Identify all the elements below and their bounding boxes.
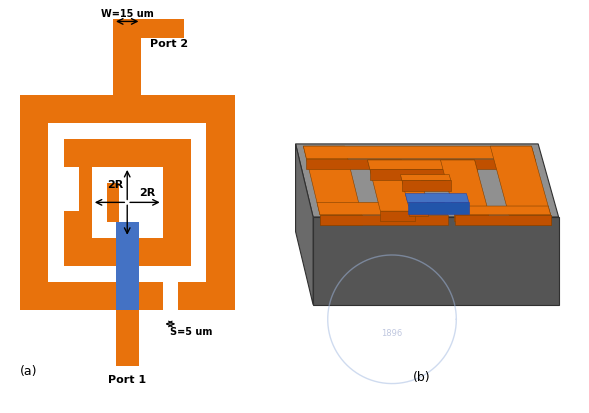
Text: 2R: 2R [140,188,156,198]
Polygon shape [452,206,551,215]
Bar [64,167,79,211]
Polygon shape [490,146,551,215]
Bar [116,222,138,313]
Bar [20,95,234,123]
Bar [113,33,141,95]
Text: Port 1: Port 1 [108,375,146,385]
Polygon shape [401,177,428,206]
Polygon shape [317,202,448,215]
Text: 1896: 1896 [382,330,403,338]
Polygon shape [303,146,535,159]
Polygon shape [368,160,477,169]
Bar [116,310,138,314]
Polygon shape [320,215,448,225]
Bar [116,313,138,366]
Polygon shape [296,144,558,217]
Polygon shape [313,217,558,305]
Polygon shape [454,211,488,221]
Bar [113,33,141,66]
Bar [119,183,147,222]
Bar [163,266,178,310]
Bar [107,194,147,222]
Polygon shape [405,194,469,202]
Polygon shape [303,146,362,215]
Bar [206,95,234,310]
Polygon shape [370,169,477,180]
Polygon shape [401,175,451,180]
Polygon shape [380,211,415,221]
Polygon shape [306,159,535,169]
Text: (b): (b) [412,370,430,384]
Polygon shape [455,215,551,225]
Bar [113,10,184,38]
Bar [163,139,191,266]
Polygon shape [408,202,469,214]
Bar [64,139,92,266]
Bar [64,139,191,167]
Polygon shape [402,180,451,191]
Polygon shape [441,160,488,211]
Polygon shape [368,160,415,211]
Text: S=5 um: S=5 um [170,327,213,337]
Text: 2R: 2R [107,180,123,190]
Bar [20,95,48,310]
Polygon shape [320,215,362,225]
Bar [20,282,234,310]
Polygon shape [409,206,428,216]
Bar [119,178,163,222]
Text: Port 2: Port 2 [150,39,188,49]
Text: W=15 um: W=15 um [101,9,154,19]
Bar [64,238,191,266]
Polygon shape [296,144,313,305]
Text: (a): (a) [19,365,37,377]
Bar [107,183,147,211]
Bar [107,183,135,222]
Polygon shape [509,215,551,225]
